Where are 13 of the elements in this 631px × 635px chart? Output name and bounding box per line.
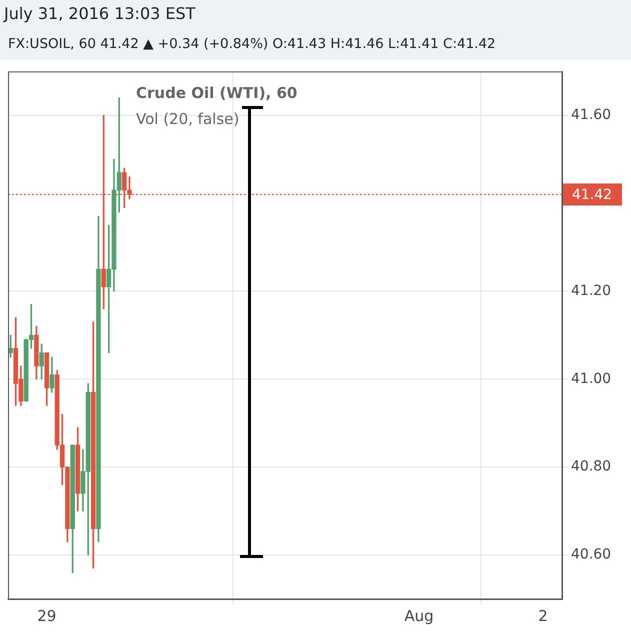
x-tick-label: 29 <box>37 606 56 625</box>
y-tick-label: 40.80 <box>571 458 612 475</box>
x-tick-label: 2 <box>538 606 548 625</box>
y-tick-label: 41.00 <box>571 370 612 387</box>
y-tick-label: 41.20 <box>571 282 612 299</box>
ref-line-label: 41.42 <box>572 187 612 204</box>
y-tick-label: 41.60 <box>571 107 612 124</box>
chart-subtitle: FX:USOIL, 60 41.42 ▲ +0.34 (+0.84%) O:41.43 H:41.46 L:41.41 C:41.42 <box>8 36 496 52</box>
annotation: Vol (20, false) <box>136 110 240 128</box>
text: Crude Oil (WTI), 60 <box>136 84 298 102</box>
x-tick-label: Aug <box>404 606 434 625</box>
text: July 31, 2016 13:03 EST <box>4 4 196 23</box>
y-tick-label: 40.60 <box>571 546 612 563</box>
